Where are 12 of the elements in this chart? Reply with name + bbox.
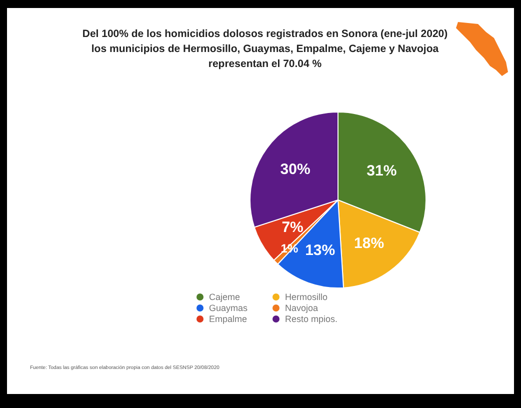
data-label: 30% — [280, 161, 310, 178]
legend-label: Navojoa — [285, 303, 318, 314]
legend-label: Empalme — [209, 314, 248, 324]
data-label: 18% — [354, 234, 384, 252]
legend-label: Resto mpios. — [285, 314, 338, 324]
legend-label: Cajeme — [209, 292, 240, 302]
data-label: 13% — [305, 242, 336, 259]
data-label: 7% — [282, 219, 304, 236]
chart-title: Del 100% de los homicidios dolosos registrados en Sonora (ene-jul 2020) los municipios de Hermosillo, Guaymas, Empalme, Cajeme y Navojoa representan el 70.04 % — [82, 28, 448, 70]
legend-label: Hermosillo — [285, 292, 328, 302]
legend-label: Guaymas — [209, 303, 248, 314]
data-label: 31% — [366, 162, 397, 180]
